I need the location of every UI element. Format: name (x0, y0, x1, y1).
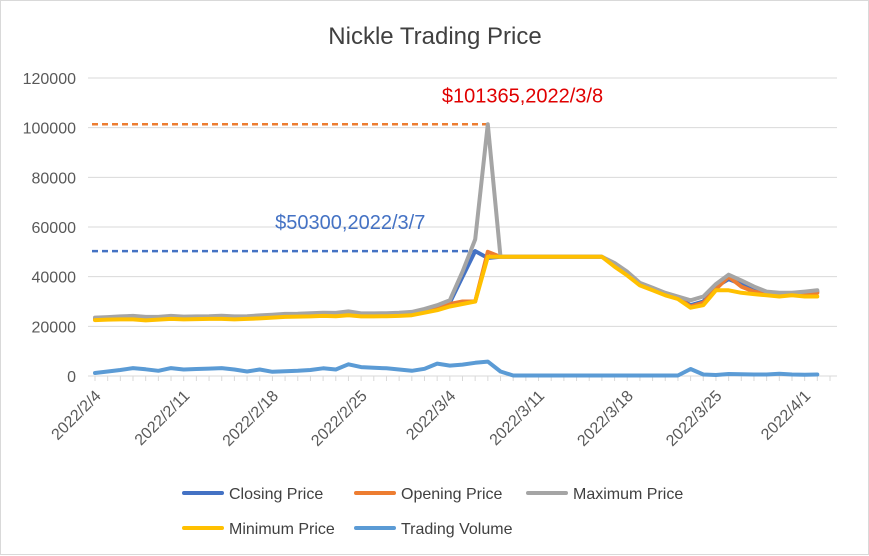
x-tick-label: 2022/3/4 (403, 388, 459, 444)
chart-title: Nickle Trading Price (328, 23, 541, 50)
series-line (93, 359, 820, 378)
annotation-label: $101365,2022/3/8 (442, 85, 603, 107)
legend-label: Minimum Price (229, 521, 335, 538)
legend-label: Maximum Price (573, 486, 683, 503)
x-tick-label: 2022/3/18 (575, 388, 637, 450)
annotation-label: $50300,2022/3/7 (275, 212, 425, 234)
y-tick-label: 100000 (23, 121, 76, 138)
y-tick-label: 80000 (32, 170, 77, 187)
y-tick-label: 40000 (32, 270, 77, 287)
x-tick-label: 2022/2/4 (49, 388, 105, 444)
x-tick-label: 2022/2/18 (220, 388, 282, 450)
x-tick-label: 2022/2/25 (308, 388, 370, 450)
y-tick-label: 120000 (23, 71, 76, 88)
y-tick-label: 20000 (32, 319, 77, 336)
legend-label: Closing Price (229, 486, 323, 503)
x-tick-label: 2022/4/1 (758, 388, 814, 444)
x-tick-label: 2022/3/25 (663, 388, 725, 450)
y-tick-label: 60000 (32, 220, 77, 237)
series-line (93, 122, 820, 320)
x-tick-label: 2022/3/11 (487, 388, 549, 450)
y-tick-label: 0 (67, 369, 76, 386)
series-line (93, 254, 820, 323)
x-tick-label: 2022/2/11 (132, 388, 194, 450)
legend-label: Trading Volume (401, 521, 513, 538)
legend-label: Opening Price (401, 486, 502, 503)
